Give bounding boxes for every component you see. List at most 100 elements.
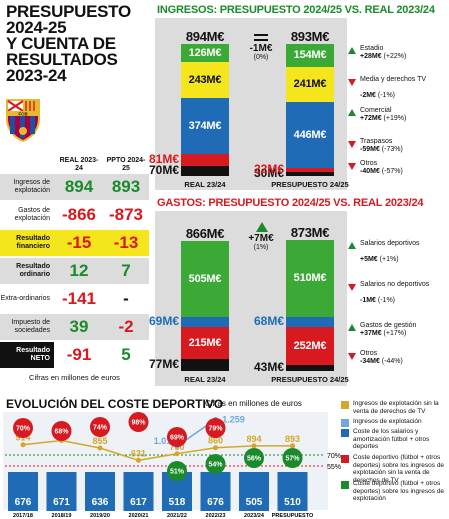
table-row: Ingresos de explotación 894 893 <box>0 173 149 200</box>
evolution-bar-label: 505 <box>246 497 263 508</box>
evolution-gold-line <box>22 439 293 462</box>
gastos-bar-segment <box>286 316 334 327</box>
row-label: Extra-ordinarios <box>0 286 54 312</box>
row-label: Ingresos de explotación <box>0 174 54 200</box>
evolution-chart: 70% 55% 676 2017/18 671 2018/19 636 2019/20 617 2… <box>5 412 341 519</box>
gastos-bar-segment <box>286 326 334 365</box>
evolution-ratio-green-label: 57% <box>285 456 300 463</box>
evolution-legend-label: Coste deportivo (fútbol + otros deportes… <box>353 480 445 502</box>
gastos-segment-label: 215M€ <box>188 337 222 350</box>
ingresos-segment-label: 81M€ <box>149 151 180 166</box>
evolution-gold-point <box>251 443 257 449</box>
evolution-legend-label: Coste de los salarios y amortización fút… <box>353 428 430 450</box>
gastos-change-pct: (1%) <box>253 244 269 251</box>
ingresos-bar-segment <box>181 62 229 99</box>
gastos-legend-name: Otros <box>360 350 378 357</box>
ingresos-segment-label: 70M€ <box>149 162 180 177</box>
gastos-legend-change-pct: (+17%) <box>381 330 407 337</box>
gastos-bar-segment <box>181 241 229 317</box>
evolution-legend-item: Coste de los salarios y amortización fút… <box>341 428 447 451</box>
title-line: PRESUPUESTO <box>6 2 131 21</box>
evolution-bar <box>85 472 115 511</box>
gastos-legend-name: Salarios deportivos <box>360 240 420 247</box>
evolution-legend-item: Coste deportivo (fútbol + otros deportes… <box>341 454 447 484</box>
evolution-ratio-red <box>13 418 33 438</box>
up-arrow-icon <box>348 47 356 54</box>
evolution-legend-label: Coste deportivo (fútbol + otros deportes… <box>353 454 445 484</box>
evolution-bar <box>8 472 38 511</box>
evolution-year-label: 2019/20 <box>90 513 110 519</box>
gastos-segment-label: 510M€ <box>293 272 327 285</box>
row-label: Resultado financiero <box>0 230 54 256</box>
ingresos-segment-label: 374M€ <box>188 119 222 132</box>
ingresos-segment-label: 446M€ <box>293 129 327 142</box>
reference-label: 55% <box>327 464 341 471</box>
row-label: Resultado NETO <box>0 342 54 368</box>
down-arrow-icon <box>348 163 356 170</box>
gastos-total: 866M€ <box>185 226 225 242</box>
title-line: 2023-24 <box>6 66 67 85</box>
ingresos-legend-change-value: -2M€ <box>360 92 376 99</box>
gastos-legend-change-pct: (-1%) <box>375 297 396 304</box>
evolution-legend-item: Ingresos de explotación sin la venta de … <box>341 400 447 415</box>
evolution-ratio-red <box>205 418 226 438</box>
row-value-ppto: 893 <box>111 177 141 196</box>
evolution-ratio-red <box>167 427 187 447</box>
gastos-segment-label: 43M€ <box>254 359 285 374</box>
gastos-legend-change: +5M€ (+1%) <box>360 256 399 264</box>
ingresos-category-label: REAL 23/24 <box>184 180 226 189</box>
row-label: Gastos de explotación <box>0 202 54 228</box>
ingresos-legend-change-pct: (+19%) <box>381 115 407 122</box>
gastos-legend-name: Salarios no deportivos <box>360 281 430 288</box>
ingresos-bar-segment <box>286 102 334 169</box>
ingresos-segment-label: 22M€ <box>254 161 285 176</box>
table-row: Extra-ordinarios -141 - <box>0 285 149 312</box>
table-row: Impuesto de sociedades 39 -2 <box>0 313 149 340</box>
evolution-bar-label: 671 <box>53 497 70 508</box>
col-header-ppto: PPTO 2024-25 <box>106 157 146 172</box>
title-line: Y CUENTA DE <box>6 34 116 53</box>
ingresos-bar-segment <box>181 153 229 166</box>
evolution-legend-label: Ingresos de explotación <box>353 418 422 425</box>
evolution-ratio-green-label: 54% <box>208 462 223 469</box>
gastos-bar-segment <box>286 364 334 371</box>
ingresos-bar-segment <box>181 98 229 154</box>
evolution-ratio-red-label: 74% <box>93 425 108 432</box>
up-arrow-icon <box>348 242 356 249</box>
title-line: RESULTADOS <box>6 50 118 69</box>
title-line: 2024-25 <box>6 18 67 37</box>
gastos-legend-change-pct: (+1%) <box>377 256 399 263</box>
row-value-real: 894 <box>64 177 94 196</box>
ingresos-legend-change: -40M€ (-57%) <box>360 168 403 176</box>
down-arrow-icon <box>348 141 356 148</box>
ingresos-change-pct: (0%) <box>253 54 269 61</box>
results-table: REAL 2023-24 PPTO 2024-25 Ingresos de ex… <box>0 157 149 387</box>
legend-swatch <box>341 401 349 409</box>
ingresos-legend-change: +28M€ (+22%) <box>360 53 406 61</box>
ingresos-change: -1M€ (0%) <box>237 43 285 61</box>
evolution-bar <box>46 472 77 511</box>
ingresos-bar-segment <box>181 43 229 63</box>
gastos-legend-change-value: -34M€ <box>360 358 380 365</box>
table-row: Resultado financiero -15 -13 <box>0 229 149 256</box>
ingresos-bar-segment <box>286 171 334 176</box>
ingresos-title: INGRESOS: PRESUPUESTO 2024/25 VS. REAL 2… <box>157 4 435 16</box>
ingresos-legend-name: Traspasos <box>360 138 393 145</box>
evolution-year-label: 2020/21 <box>129 513 149 519</box>
table-row: Resultado ordinario 12 7 <box>0 257 149 284</box>
row-value-ppto: 5 <box>121 345 131 364</box>
ingresos-legend-change-pct: (-57%) <box>379 168 403 175</box>
row-value-real: -141 <box>61 289 97 308</box>
evolution-year-label: 2021/22 <box>167 513 187 519</box>
evolution-ratio-red <box>51 421 72 441</box>
evolution-ratio-red <box>128 412 149 432</box>
gastos-title: GASTOS: PRESUPUESTO 2024/25 VS. REAL 202… <box>157 197 424 209</box>
gastos-segment-label: 69M€ <box>149 314 180 329</box>
legend-swatch <box>341 419 349 427</box>
ingresos-change-badge <box>251 34 271 42</box>
reference-label: 70% <box>327 453 341 460</box>
legend-swatch <box>341 481 349 489</box>
gastos-legend-change: +37M€ (+17%) <box>360 330 406 338</box>
ingresos-segment-label: 126M€ <box>188 47 222 59</box>
row-value-real: -866 <box>61 205 97 224</box>
